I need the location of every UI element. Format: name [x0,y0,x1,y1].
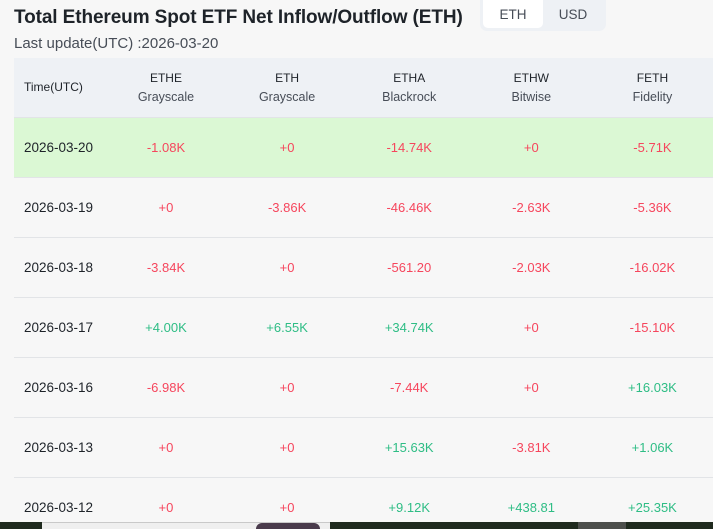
feth-cell: +25.35K [628,500,677,515]
column-header-eth: ETH Grayscale [227,69,348,107]
last-update-text: Last update(UTC) :2026-03-20 [14,35,219,52]
eth-cell: +0 [279,500,295,515]
decorative-image [256,523,320,529]
etha-cell: +15.63K [384,440,434,455]
column-issuer: Bitwise [511,89,552,104]
eth-cell: -3.86K [267,200,307,215]
date-cell: 2026-03-19 [24,200,94,215]
date-cell: 2026-03-18 [24,260,94,275]
feth-cell: -5.71K [633,140,672,155]
feth-cell: -15.10K [629,320,676,335]
column-ticker: FETH [636,70,669,85]
unit-toggle: ETH USD [480,0,606,31]
column-header-ethe: ETHE Grayscale [105,69,226,107]
date-cell: 2026-03-13 [24,440,94,455]
date-cell: 2026-03-16 [24,380,94,395]
ethe-cell: +0 [158,500,174,515]
column-ticker: ETH [275,70,300,85]
etf-flow-table: Time(UTC) ETHE Grayscale ETH Grayscale E… [14,58,713,529]
eth-cell: +0 [279,440,295,455]
bottom-overlay-strip [0,522,713,529]
date-cell: 2026-03-12 [24,500,94,515]
scroll-thumb[interactable] [578,522,626,529]
column-ticker: ETHE [149,70,182,85]
eth-cell: +0 [279,380,295,395]
feth-cell: +1.06K [631,440,674,455]
column-ticker: ETHA [393,70,426,85]
etha-cell: +9.12K [388,500,430,515]
column-header-feth: FETH Fidelity [592,69,713,107]
ethe-cell: +4.00K [145,320,187,335]
table-row: 2026-03-16 -6.98K +0 -7.44K +0 +16.03K [14,357,713,417]
unit-option-usd[interactable]: USD [558,6,588,22]
table-row: 2026-03-19 +0 -3.86K -46.46K -2.63K -5.3… [14,177,713,237]
eth-cell: +0 [279,140,295,155]
bottom-panel [42,522,330,529]
etha-cell: -14.74K [386,140,432,155]
column-issuer: Grayscale [258,89,316,104]
etha-cell: -561.20 [387,260,432,275]
feth-cell: +16.03K [628,380,677,395]
table-row: 2026-03-13 +0 +0 +15.63K -3.81K +1.06K [14,417,713,477]
date-cell: 2026-03-17 [24,320,94,335]
page-title: Total Ethereum Spot ETF Net Inflow/Outfl… [14,7,463,28]
table-header: Time(UTC) ETHE Grayscale ETH Grayscale E… [14,58,713,117]
ethw-cell: +0 [523,320,539,335]
table-row: 2026-03-20 -1.08K +0 -14.74K +0 -5.71K [14,117,713,177]
column-header-ethw: ETHW Bitwise [471,69,592,107]
column-issuer: Grayscale [137,89,195,104]
title-row: Total Ethereum Spot ETF Net Inflow/Outfl… [14,4,463,32]
etha-cell: +34.74K [384,320,434,335]
column-issuer: Blackrock [382,89,437,104]
etha-cell: -46.46K [386,200,432,215]
feth-cell: -5.36K [633,200,672,215]
ethw-cell: -2.03K [512,260,551,275]
column-header-time: Time(UTC) [24,80,83,94]
ethe-cell: -1.08K [146,140,186,155]
table-row: 2026-03-12 +0 +0 +9.12K +438.81 +25.35K [14,477,713,529]
column-ticker: ETHW [513,70,549,85]
table-row: 2026-03-18 -3.84K +0 -561.20 -2.03K -16.… [14,237,713,297]
ethw-cell: +438.81 [507,500,555,515]
ethw-cell: -2.63K [512,200,551,215]
ethw-cell: +0 [523,380,539,395]
ethe-cell: +0 [158,200,174,215]
table-row: 2026-03-17 +4.00K +6.55K +34.74K +0 -15.… [14,297,713,357]
date-cell: 2026-03-20 [24,140,94,155]
eth-cell: +6.55K [266,320,308,335]
ethw-cell: +0 [523,140,539,155]
eth-cell: +0 [279,260,295,275]
ethe-cell: -3.84K [146,260,186,275]
ethe-cell: +0 [158,440,174,455]
ethw-cell: -3.81K [512,440,551,455]
feth-cell: -16.02K [629,260,676,275]
column-issuer: Fidelity [632,89,673,104]
ethe-cell: -6.98K [146,380,186,395]
etha-cell: -7.44K [390,380,429,395]
unit-option-eth[interactable]: ETH [483,0,543,28]
column-header-etha: ETHA Blackrock [348,69,471,107]
